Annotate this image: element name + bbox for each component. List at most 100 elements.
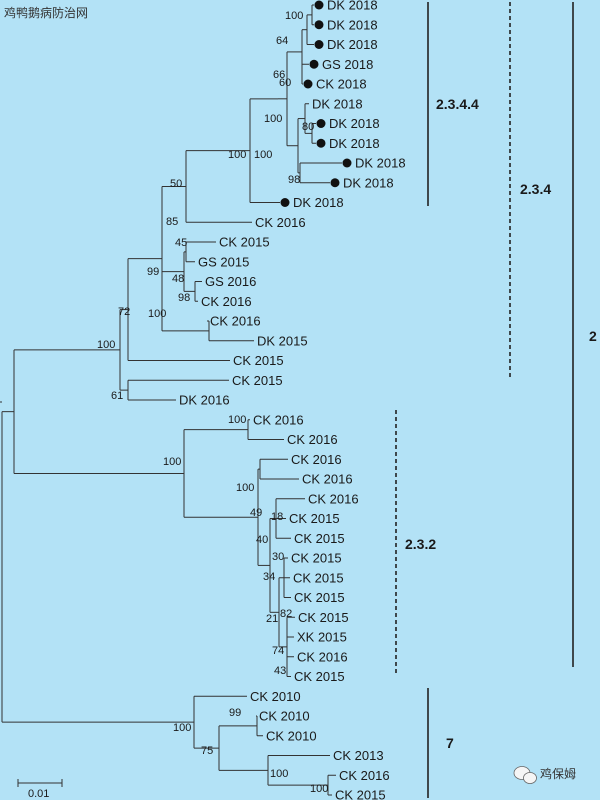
bootstrap-value: 100 (254, 149, 272, 161)
bootstrap-value: 30 (272, 551, 284, 563)
leaf-label: CK 2010 (266, 728, 317, 743)
bootstrap-value: 64 (276, 35, 288, 47)
leaf-label: CK 2015 (294, 590, 345, 605)
leaf-label: GS 2016 (205, 274, 256, 289)
leaf-label: CK 2010 (259, 709, 310, 724)
bootstrap-value: 98 (288, 174, 300, 186)
bootstrap-value: 48 (172, 273, 184, 285)
leaf-label: CK 2016 (201, 294, 252, 309)
leaf-label: CK 2016 (253, 412, 304, 427)
wechat-icon (513, 766, 537, 784)
bootstrap-value: 75 (201, 745, 213, 757)
tree-branches (0, 4, 342, 796)
leaf-label: CK 2016 (308, 491, 359, 506)
leaf-label: CK 2016 (302, 472, 353, 487)
watermark-bottom: 鸡保姆 (540, 766, 576, 781)
leaf-label: DK 2018 (329, 116, 380, 131)
bootstrap-value: 98 (178, 292, 190, 304)
bootstrap-value: 100 (264, 113, 282, 125)
bootstrap-value: 74 (272, 645, 284, 657)
leaf-label: CK 2016 (287, 432, 338, 447)
bootstrap-value: 40 (256, 534, 268, 546)
leaf-label: DK 2016 (179, 393, 230, 408)
leaf-label: DK 2015 (257, 333, 308, 348)
clade-label-2-3-2: 2.3.2 (405, 536, 436, 552)
leaf-label: DK 2018 (343, 175, 394, 190)
clade-label-2: 2 (589, 328, 597, 344)
leaf-label: DK 2018 (293, 195, 344, 210)
leaf-label: DK 2018 (329, 136, 380, 151)
leaf-label: CK 2016 (291, 452, 342, 467)
leaf-label: GS 2018 (322, 57, 373, 72)
bootstrap-value: 50 (170, 178, 182, 190)
scale-bar-label: 0.01 (28, 788, 49, 800)
bootstrap-value: 66 (273, 69, 285, 81)
leaf-labels: DK 2018 DK 2018 DK 2018 GS 2018 CK 2018 DK 20… (179, 0, 406, 800)
leaf-label: CK 2016 (297, 649, 348, 664)
leaf-label: CK 2016 (210, 314, 261, 329)
bootstrap-value: 100 (236, 482, 254, 494)
leaf-dot-marker (280, 198, 290, 207)
bootstrap-value: 99 (147, 266, 159, 278)
leaf-dot-marker (342, 158, 352, 168)
bootstrap-value: 45 (175, 237, 187, 249)
clade-label-2-3-4-4: 2.3.4.4 (436, 96, 479, 112)
leaf-label: DK 2018 (355, 156, 406, 171)
leaf-label: CK 2015 (233, 353, 284, 368)
bootstrap-value: 100 (285, 10, 303, 22)
bootstrap-value: 100 (97, 339, 115, 351)
leaf-label: CK 2015 (219, 235, 270, 250)
bootstrap-value: 100 (163, 456, 181, 468)
leaf-label: CK 2015 (291, 551, 342, 566)
bootstrap-value: 82 (280, 608, 292, 620)
leaf-label: DK 2018 (327, 17, 378, 32)
bootstrap-value: 100 (173, 722, 191, 734)
bootstrap-value: 100 (310, 783, 328, 795)
leaf-dot-marker (309, 59, 319, 69)
leaf-label: CK 2015 (335, 788, 386, 800)
clade-label-2-3-4: 2.3.4 (520, 181, 551, 197)
bootstrap-value: 72 (118, 306, 130, 318)
watermark-top: 鸡鸭鹅病防治网 (4, 5, 88, 20)
leaf-label: CK 2016 (255, 215, 306, 230)
leaf-dot-marker (316, 119, 326, 128)
leaf-label: CK 2015 (293, 570, 344, 585)
leaf-label: CK 2016 (339, 768, 390, 783)
bootstrap-value: 34 (263, 571, 275, 583)
leaf-label: CK 2015 (289, 511, 340, 526)
clade-label-7: 7 (446, 735, 454, 751)
leaf-label: DK 2018 (327, 37, 378, 52)
bootstrap-value: 80 (302, 121, 314, 133)
leaf-label: CK 2015 (298, 610, 349, 625)
leaf-dot-marker (316, 138, 326, 148)
bootstrap-value: 85 (166, 216, 178, 228)
leaf-label: DK 2018 (327, 0, 378, 13)
bootstrap-value: 61 (111, 390, 123, 402)
bootstrap-value: 49 (250, 507, 262, 519)
leaf-label: CK 2015 (294, 669, 345, 684)
leaf-label: CK 2013 (333, 748, 384, 763)
leaf-dot-marker (314, 0, 324, 10)
leaf-label: CK 2018 (316, 77, 367, 92)
bootstrap-value: 21 (266, 613, 278, 625)
leaf-dot-marker (330, 178, 340, 188)
leaf-label: DK 2018 (312, 96, 363, 111)
leaf-markers (280, 0, 352, 207)
leaf-dot-marker (303, 79, 313, 89)
bootstrap-value: 99 (229, 707, 241, 719)
leaf-label: XK 2015 (297, 630, 347, 645)
bootstrap-value: 100 (270, 768, 288, 780)
leaf-label: CK 2015 (294, 531, 345, 546)
bootstrap-value: 43 (274, 665, 286, 677)
bootstrap-value: 100 (228, 414, 246, 426)
leaf-label: CK 2015 (232, 373, 283, 388)
leaf-dot-marker (314, 40, 324, 49)
leaf-dot-marker (314, 20, 324, 30)
bootstrap-value: 60 (279, 77, 291, 89)
leaf-label: GS 2015 (198, 254, 249, 269)
bootstrap-value: 100 (228, 149, 246, 161)
bootstrap-value: 100 (148, 308, 166, 320)
